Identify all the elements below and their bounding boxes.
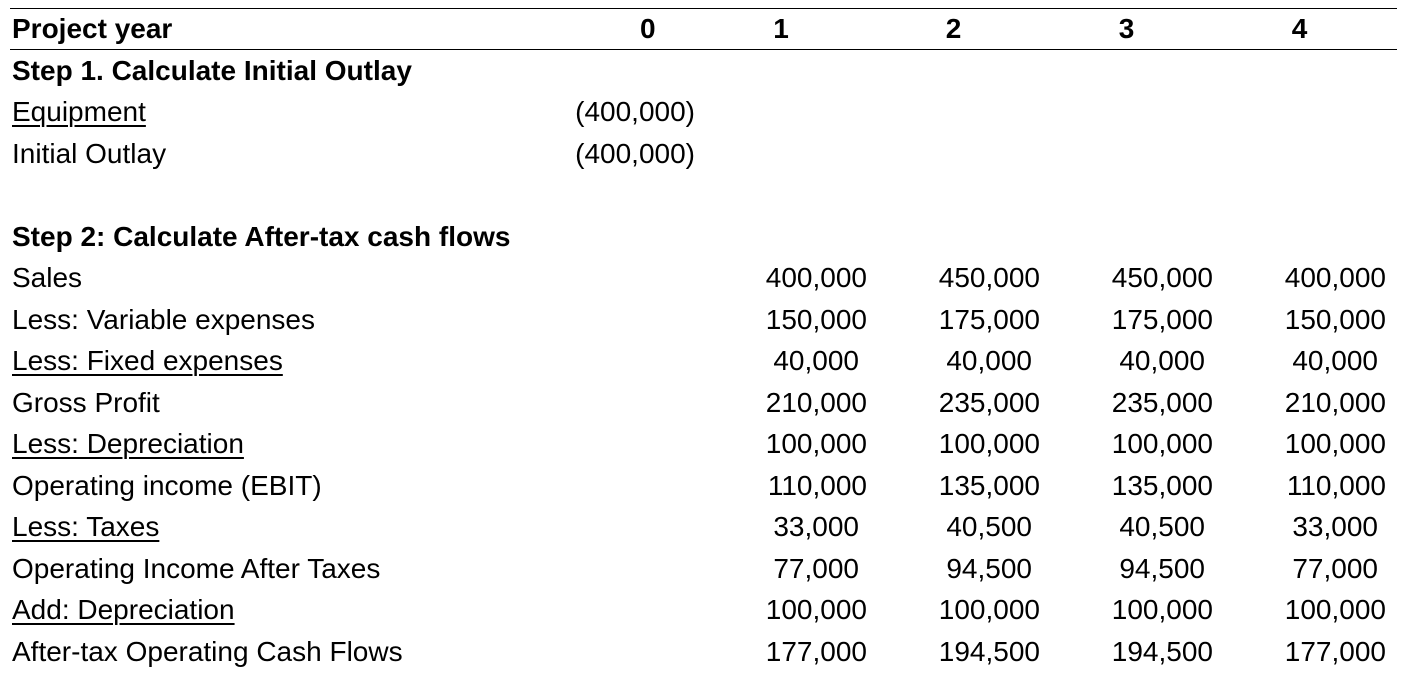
year3-value: 94,500 bbox=[1119, 552, 1205, 584]
year1-value: 210,000 bbox=[765, 386, 867, 418]
year4-value: 150,000 bbox=[1284, 303, 1386, 335]
row-label: Less: Variable expenses bbox=[12, 303, 315, 335]
year3-value: 450,000 bbox=[1111, 262, 1213, 294]
year0-value: (400,000) bbox=[575, 137, 695, 169]
step2-title-row: Step 2: Calculate After-tax cash flows bbox=[10, 216, 1397, 258]
year4-value: 77,000 bbox=[1292, 552, 1378, 584]
row-label: Operating Income After Taxes bbox=[12, 552, 381, 584]
year4-value: 100,000 bbox=[1284, 594, 1386, 626]
year4-value: 177,000 bbox=[1284, 635, 1386, 667]
step1-title: Step 1. Calculate Initial Outlay bbox=[12, 54, 412, 86]
year1-value: 110,000 bbox=[767, 469, 867, 501]
year1-value: 400,000 bbox=[765, 262, 867, 294]
year2-value: 175,000 bbox=[938, 303, 1040, 335]
year3-value: 194,500 bbox=[1111, 635, 1213, 667]
row-label: Less: Depreciation bbox=[12, 428, 244, 460]
year1-value: 77,000 bbox=[773, 552, 859, 584]
year3-value: 235,000 bbox=[1111, 386, 1213, 418]
year2-value: 135,000 bbox=[938, 469, 1040, 501]
year2-value: 194,500 bbox=[938, 635, 1040, 667]
year2-value: 450,000 bbox=[938, 262, 1040, 294]
year3-value: 40,500 bbox=[1119, 511, 1205, 543]
header-label: Project year bbox=[12, 13, 173, 44]
year1-value: 177,000 bbox=[765, 635, 867, 667]
table-row: Equipment (400,000) bbox=[10, 92, 1397, 134]
year4-value: 400,000 bbox=[1284, 262, 1386, 294]
row-label: Gross Profit bbox=[12, 386, 160, 418]
year4-value: 40,000 bbox=[1292, 345, 1378, 377]
year4-value: 33,000 bbox=[1292, 511, 1378, 543]
year2-value: 40,000 bbox=[946, 345, 1032, 377]
step1-title-row: Step 1. Calculate Initial Outlay bbox=[10, 50, 1397, 92]
top-rule bbox=[10, 8, 1397, 9]
table-row: Operating income (EBIT) 110,000 135,000 135… bbox=[10, 465, 1397, 507]
year3-value: 40,000 bbox=[1119, 345, 1205, 377]
year1-value: 150,000 bbox=[765, 303, 867, 335]
table-row: Gross Profit 210,000 235,000 235,000 210,000 bbox=[10, 382, 1397, 424]
year2-value: 100,000 bbox=[938, 594, 1040, 626]
table-row: Less: Depreciation 100,000 100,000 100,000 1… bbox=[10, 424, 1397, 466]
year3-value: 175,000 bbox=[1111, 303, 1213, 335]
header-year-2: 2 bbox=[945, 13, 962, 44]
year4-value: 100,000 bbox=[1284, 428, 1386, 460]
row-label: Equipment bbox=[12, 96, 146, 128]
year1-value: 100,000 bbox=[765, 428, 867, 460]
table-row: After-tax Operating Cash Flows 177,000 194… bbox=[10, 631, 1397, 673]
year3-value: 100,000 bbox=[1111, 428, 1213, 460]
row-label: Less: Fixed expenses bbox=[12, 345, 283, 377]
table-row: Initial Outlay (400,000) bbox=[10, 133, 1397, 175]
header-year-1: 1 bbox=[773, 13, 789, 44]
row-label: Sales bbox=[12, 262, 83, 294]
step2-title: Step 2: Calculate After-tax cash flows bbox=[12, 220, 511, 252]
header-year-3: 3 bbox=[1118, 13, 1135, 44]
year3-value: 100,000 bbox=[1111, 594, 1213, 626]
year4-value: 210,000 bbox=[1284, 386, 1386, 418]
header-row: Project year 0 1 2 3 4 bbox=[10, 9, 1397, 50]
year2-value: 40,500 bbox=[946, 511, 1032, 543]
year2-value: 100,000 bbox=[938, 428, 1040, 460]
step2-rows: Sales 400,000 450,000 450,000 400,000 Less: V… bbox=[10, 258, 1397, 673]
year2-value: 235,000 bbox=[938, 386, 1040, 418]
header-year-0: 0 bbox=[640, 13, 656, 44]
row-label: After-tax Operating Cash Flows bbox=[12, 635, 403, 667]
table-row: Less: Variable expenses 150,000 175,000 175… bbox=[10, 299, 1397, 341]
year0-value: (400,000) bbox=[575, 96, 695, 128]
year1-value: 33,000 bbox=[773, 511, 859, 543]
table-row: Add: Depreciation 100,000 100,000 100,000 10… bbox=[10, 590, 1397, 632]
year3-value: 135,000 bbox=[1111, 469, 1213, 501]
year4-value: 110,000 bbox=[1286, 469, 1386, 501]
year1-value: 40,000 bbox=[773, 345, 859, 377]
table-row: Less: Taxes 33,000 40,500 40,500 33,000 bbox=[10, 507, 1397, 549]
table-row: Operating Income After Taxes 77,000 94,500… bbox=[10, 548, 1397, 590]
table-row: Sales 400,000 450,000 450,000 400,000 bbox=[10, 258, 1397, 300]
row-label: Less: Taxes bbox=[12, 511, 160, 543]
blank-row bbox=[10, 175, 1397, 217]
row-label: Add: Depreciation bbox=[12, 594, 235, 626]
header-year-4: 4 bbox=[1291, 13, 1308, 44]
year1-value: 100,000 bbox=[765, 594, 867, 626]
row-label: Initial Outlay bbox=[12, 137, 167, 169]
row-label: Operating income (EBIT) bbox=[12, 469, 322, 501]
cash-flow-table: Project year 0 1 2 3 4 Step 1. Calculate… bbox=[10, 8, 1397, 673]
year2-value: 94,500 bbox=[946, 552, 1032, 584]
table-row: Less: Fixed expenses 40,000 40,000 40,000 40… bbox=[10, 341, 1397, 383]
